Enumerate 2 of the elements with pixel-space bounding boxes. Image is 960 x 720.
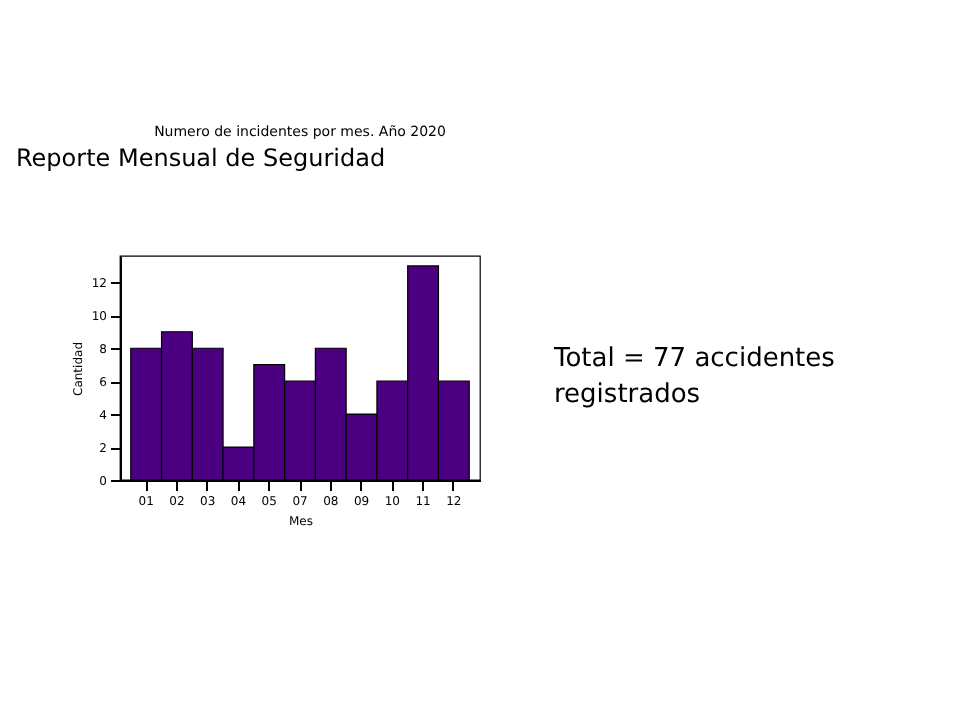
- text: Reporte Mensual de Seguridad: [16, 144, 386, 172]
- text: Total = 77 accidentes registrados: [552, 344, 836, 410]
